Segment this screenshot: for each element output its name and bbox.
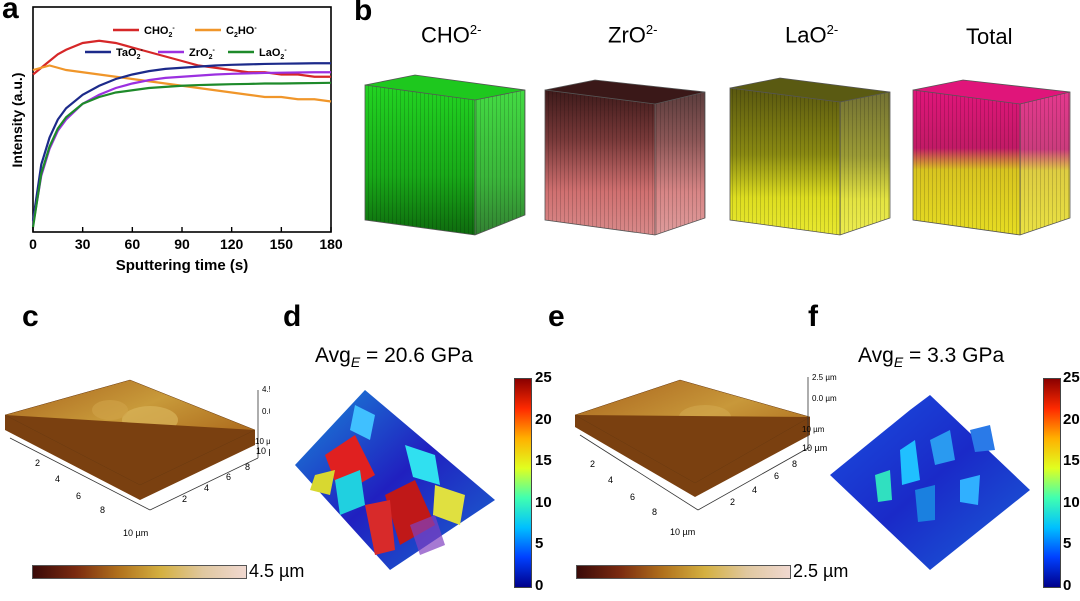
y-tick: 10 µm [802,443,827,453]
x-tick: 2 [590,459,595,469]
height-colorbar-c [32,565,247,579]
legend-label: ZrO2- [189,47,215,61]
z-axis-label: 10 µm [255,437,270,446]
x-tick-label: 120 [220,236,244,252]
height-colorbar-label-c: 4.5 µm [249,561,305,581]
colorbar-tick-label: 5 [1063,535,1072,553]
series-line-tao [31,62,331,221]
x-tick: 10 µm [123,528,148,538]
modulus-map-f [830,395,1030,570]
afm-surface-c: 4.5 µm 0.0 µm 10 µm 2 4 6 8 10 µm 2 4 6 … [4,379,270,538]
y-tick: 6 [774,471,779,481]
legend-label: LaO2- [259,47,287,61]
legend-label: C2HO- [226,25,257,39]
cube-title-cho: CHO2- [421,22,482,48]
x-tick: 10 µm [670,527,695,537]
avg-modulus-d: AvgE = 20.6 GPa [315,344,473,371]
legend-label: TaO2- [116,47,143,61]
cube-title-lao: LaO2- [785,22,839,48]
panel-label-f: f [808,300,818,333]
modulus-colorbar-f [1043,378,1061,588]
y-tick: 4 [204,483,209,493]
z-max-label: 2.5 µm [812,373,837,382]
x-tick: 8 [100,505,105,515]
x-tick: 2 [35,458,40,468]
modulus-colorbar-d [514,378,532,588]
modulus-map-d [295,390,495,570]
line-chart: 0 30 60 90 120 150 180 Sputtering time (s) Int… [9,6,343,274]
colorbar-tick-label: 20 [535,410,552,428]
x-tick-label: 30 [75,236,91,252]
y-tick: 4 [752,485,757,495]
colorbar-tick-label: 15 [1063,452,1080,470]
tof-sims-cubes [364,74,1071,236]
colorbar-tick-label: 10 [535,493,552,511]
cube-zro [544,79,706,236]
series-line-c [32,64,332,103]
y-tick: 2 [730,497,735,507]
afm-surface-e: 2.5 µm 0.0 µm 10 µm 2 4 6 8 10 µm 2 4 6 … [574,373,837,537]
height-colorbar-e [576,565,791,579]
colorbar-tick-label: 0 [535,577,544,594]
x-tick: 4 [608,475,613,485]
x-tick-label: 150 [270,236,294,252]
colorbar-tick-label: 5 [535,535,544,553]
x-tick: 8 [652,507,657,517]
x-tick: 6 [630,492,635,502]
y-tick: 6 [226,472,231,482]
y-tick: 2 [182,494,187,504]
height-colorbar-label-e: 2.5 µm [793,561,849,581]
z-zero-label: 0.0 µm [262,407,270,416]
colorbar-tick-label: 10 [1063,493,1080,511]
legend-label: CHO2- [144,25,175,39]
panel-label-d: d [283,300,302,333]
x-tick-label: 0 [29,236,37,252]
x-tick: 4 [55,474,60,484]
y-axis-label: Intensity (a.u.) [9,73,25,168]
cube-title-total: Total [966,24,1013,49]
plot-frame [32,6,332,233]
x-axis-label: Sputtering time (s) [116,257,249,274]
x-tick-label: 180 [319,236,343,252]
x-tick-label: 60 [125,236,141,252]
panel-label-c: c [22,300,39,333]
panel-label-b: b [354,0,373,27]
colorbar-tick-label: 25 [1063,369,1080,386]
colorbar-tick-label: 25 [535,369,552,386]
series-line-lao [31,81,332,228]
x-tick: 6 [76,491,81,501]
cube-lao [729,77,891,236]
panel-label-a: a [2,0,19,25]
panel-label-e: e [548,300,565,333]
cube-total [912,79,1071,236]
z-max-label: 4.5 µm [262,385,270,394]
z-axis-label: 10 µm [802,425,825,434]
colorbar-tick-label: 20 [1063,410,1080,428]
x-tick-label: 90 [174,236,190,252]
cube-title-zro: ZrO2- [608,22,658,48]
series-line-zro [31,71,331,226]
z-zero-label: 0.0 µm [812,394,837,403]
y-tick: 8 [792,459,797,469]
avg-modulus-f: AvgE = 3.3 GPa [858,344,1005,371]
y-tick: 10 µm [256,446,270,456]
cube-cho [364,74,526,236]
y-tick: 8 [245,462,250,472]
colorbar-tick-label: 0 [1063,577,1072,594]
colorbar-tick-label: 15 [535,452,552,470]
